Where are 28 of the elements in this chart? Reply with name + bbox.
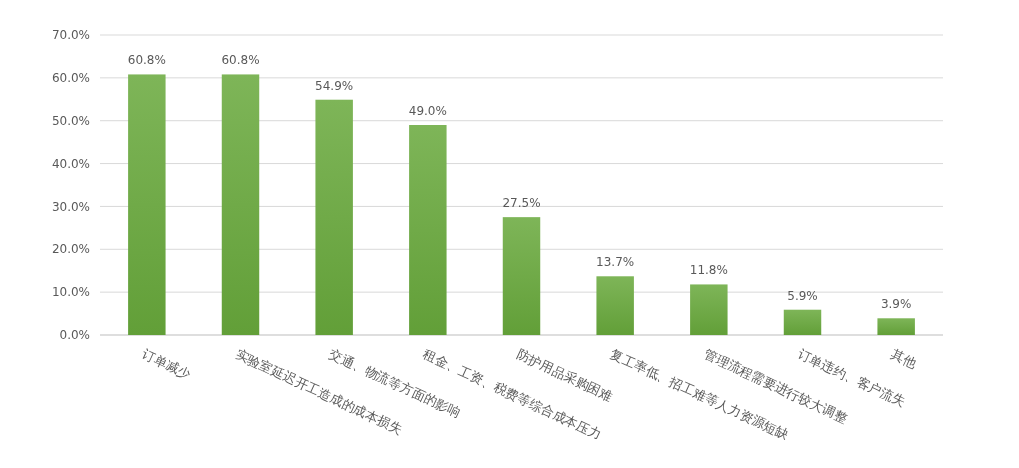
bar: [783, 309, 822, 335]
bar: [128, 74, 166, 335]
data-label: 54.9%: [315, 78, 354, 93]
bar: [221, 74, 260, 335]
bar: [315, 99, 353, 335]
y-tick-label: 20.0%: [51, 242, 90, 257]
y-tick-label: 50.0%: [51, 113, 90, 128]
x-tick-label: 订单减少: [139, 346, 194, 382]
y-tick-label: 60.0%: [51, 71, 90, 86]
bar: [690, 284, 728, 335]
y-tick-label: 0.0%: [59, 328, 90, 343]
bar: [409, 125, 447, 335]
data-label: 5.9%: [787, 288, 818, 303]
bar: [877, 318, 915, 335]
data-label: 3.9%: [880, 297, 912, 312]
data-label: 60.8%: [221, 53, 260, 68]
data-label: 11.8%: [689, 263, 728, 278]
data-label: 60.8%: [127, 53, 166, 68]
x-tick-label: 其他: [889, 346, 919, 371]
data-label: 13.7%: [596, 255, 635, 270]
data-label: 49.0%: [408, 104, 447, 118]
y-tick-label: 10.0%: [51, 285, 90, 300]
data-label: 27.5%: [502, 196, 541, 211]
y-tick-label: 30.0%: [51, 199, 90, 214]
bar: [596, 276, 634, 335]
bar: [502, 217, 541, 335]
y-tick-label: 40.0%: [51, 156, 90, 171]
y-tick-label: 70.0%: [51, 28, 90, 43]
